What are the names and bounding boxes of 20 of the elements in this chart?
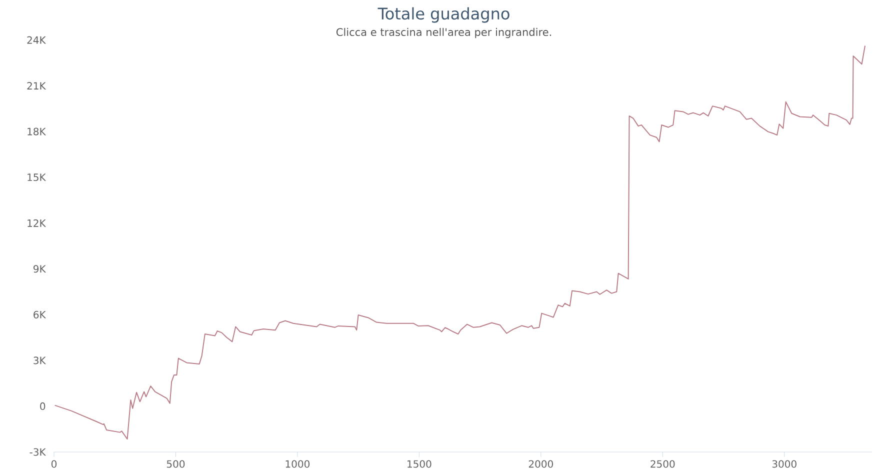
- y-tick-label: 18K: [28, 128, 46, 136]
- y-tick-label: 24K: [27, 36, 46, 44]
- x-tick-label: 2000: [528, 460, 553, 468]
- x-tick-label: 3000: [772, 460, 796, 468]
- chart-subtitle: Clicca e trascina nell'area per ingrandire.: [336, 28, 551, 38]
- y-tick-label: -3K: [30, 448, 46, 456]
- y-tick-label: 6K: [34, 310, 46, 318]
- y-tick-label: 3K: [34, 356, 46, 364]
- x-tick-label: 500: [166, 460, 185, 468]
- chart-title: Totale guadagno: [378, 7, 510, 23]
- y-tick-label: 21K: [27, 82, 46, 90]
- line-series: [54, 46, 866, 440]
- y-tick-label: 0: [40, 402, 46, 410]
- y-tick-label: 15K: [28, 174, 46, 182]
- x-tick-label: 1000: [286, 460, 310, 468]
- x-tick-label: 0: [51, 460, 57, 468]
- x-tick-label: 2500: [650, 460, 675, 468]
- y-tick-label: 9K: [34, 265, 46, 273]
- y-tick-label: 12K: [28, 219, 46, 227]
- x-tick-label: 1500: [408, 460, 432, 468]
